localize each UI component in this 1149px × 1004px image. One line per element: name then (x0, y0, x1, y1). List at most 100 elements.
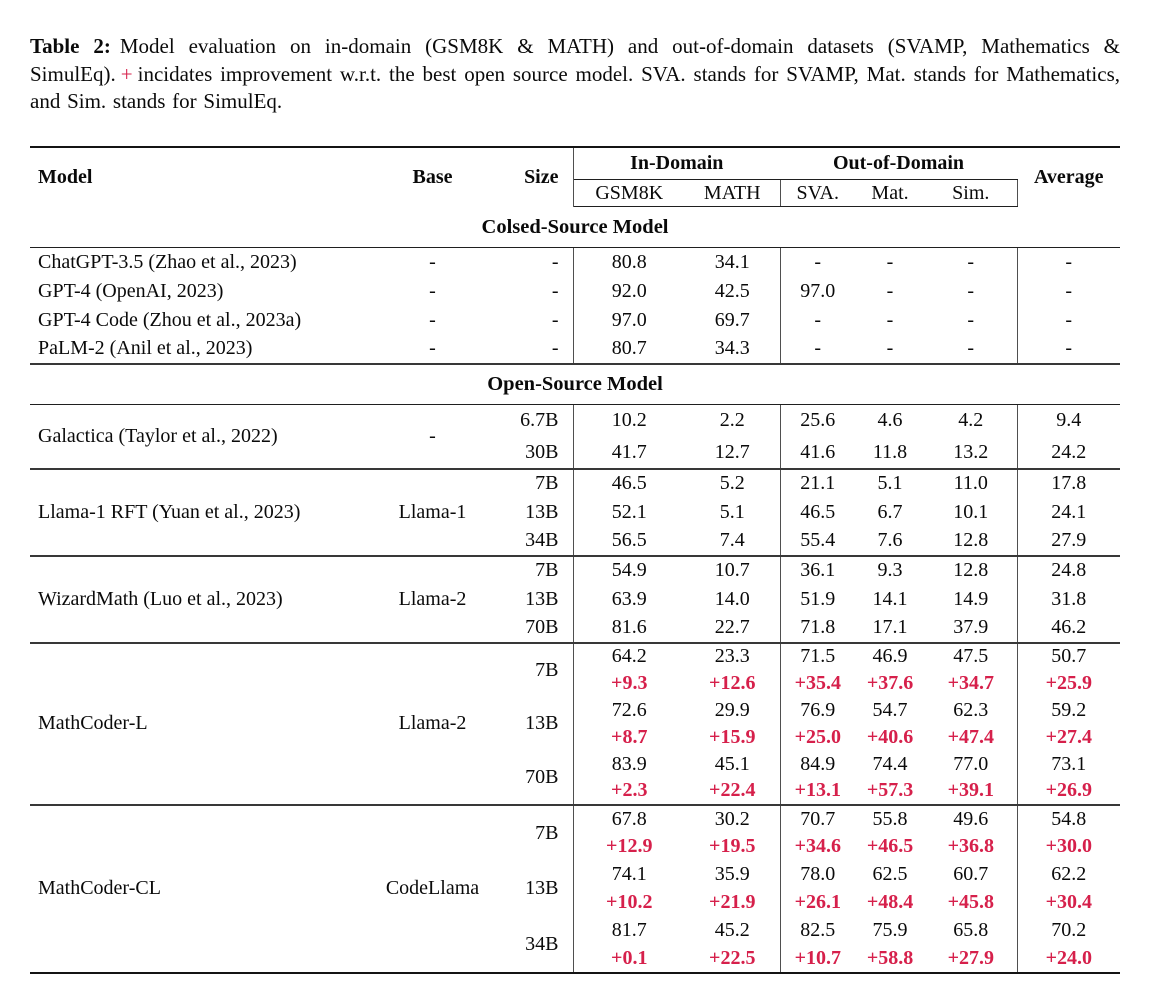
cell-math-improvement: +19.5 (685, 832, 781, 861)
cell-base: Llama-2 (375, 642, 490, 806)
cell-mathematics: 4.6 (877, 409, 903, 432)
cell-mathematics-improvement: +48.4 (866, 891, 914, 913)
cell-average: 50.7 (1051, 645, 1087, 667)
col-header-size: Size (490, 146, 574, 207)
cell-math: 35.9 (685, 860, 781, 889)
cell-size: 34B (490, 916, 574, 973)
cell-gsm8k: 97.0 (611, 308, 647, 331)
cell-math: 10.7 (685, 555, 781, 585)
cell-svamp: 76.9 (800, 698, 836, 721)
cell-gsm8k: 83.9 (611, 752, 647, 775)
cell-size: - (490, 247, 574, 277)
cell-gsm8k: 80.8 (611, 250, 647, 273)
cell-average-improvement: +27.4 (1045, 725, 1092, 748)
cell-simuleq-improvement: +45.8 (925, 888, 1018, 917)
improvement-row: +0.1 +22.5 +10.7 +58.8 +27.9 +24.0 (30, 944, 1120, 973)
col-header-math: MATH (685, 179, 781, 207)
cell-model: GPT-4 (OpenAI, 2023) (38, 279, 224, 302)
cell-size: 7B (490, 804, 574, 861)
cell-average: 59.2 (1051, 698, 1087, 721)
cell-gsm8k: 81.7 (611, 919, 647, 941)
cell-average: 24.1 (1051, 500, 1087, 523)
cell-model: Galactica (Taylor et al., 2022) (30, 404, 375, 470)
table-row: 30B 41.7 12.7 41.6 11.8 13.2 24.2 (30, 436, 1121, 470)
cell-mathematics-improvement: +37.6 (866, 671, 914, 694)
cell-math: 69.7 (685, 305, 781, 335)
cell-svamp: 84.9 (800, 752, 836, 775)
cell-simuleq: 14.9 (925, 584, 1018, 614)
cell-size: - (490, 276, 574, 306)
cell-gsm8k: 92.0 (611, 279, 647, 302)
table-row: 34B 56.5 7.4 55.4 7.6 12.8 27.9 (30, 526, 1121, 557)
cell-math: 45.1 (685, 750, 781, 778)
section-banner-label: Open-Source Model (30, 363, 1121, 405)
cell-math: 14.0 (685, 584, 781, 614)
cell-mathematics-improvement: +46.5 (866, 835, 914, 857)
cell-svamp-improvement: +35.4 (794, 671, 841, 694)
col-header-in-domain: In-Domain (573, 146, 781, 180)
section-banner-open-source: Open-Source Model (30, 363, 1121, 405)
cell-base: Llama-2 (375, 555, 490, 644)
cell-size: - (490, 305, 574, 335)
cell-mathematics: 11.8 (855, 436, 926, 470)
cell-svamp: 21.1 (800, 472, 836, 494)
cell-size: 13B (490, 584, 574, 614)
table-row: 13B 63.9 14.0 51.9 14.1 14.9 31.8 (30, 584, 1120, 614)
table-row: 34B 81.7 45.2 82.5 75.9 65.8 70.2 (30, 916, 1120, 973)
cell-model: MathCoder-CL (38, 877, 161, 899)
cell-simuleq: 12.8 (925, 526, 1018, 557)
cell-size: 6.7B (490, 404, 574, 437)
col-header-model: Model (38, 165, 93, 188)
cell-gsm8k: 63.9 (611, 587, 647, 610)
cell-simuleq: 60.7 (925, 860, 1018, 889)
table-row: 70B 83.9 45.1 84.9 74.4 77.0 73.1 (30, 750, 1120, 806)
cell-simuleq: 62.3 (925, 696, 1018, 724)
cell-mathematics-improvement: +40.6 (866, 725, 914, 748)
table-row: 13B 52.1 5.1 46.5 6.7 10.1 24.1 (30, 497, 1120, 527)
cell-simuleq-improvement: +36.8 (925, 832, 1018, 861)
cell-gsm8k: 46.5 (611, 472, 647, 494)
cell-size: 13B (490, 497, 574, 527)
cell-base: - (375, 334, 490, 365)
cell-size: 7B (490, 642, 574, 697)
cell-math: 29.9 (685, 696, 781, 724)
cell-math: 30.2 (685, 804, 781, 833)
cell-average: - (1065, 279, 1073, 302)
cell-mathematics: - (886, 250, 894, 273)
cell-simuleq-improvement: +34.7 (925, 669, 1018, 697)
cell-math: 42.5 (685, 276, 781, 306)
cell-base: CodeLlama (385, 877, 480, 899)
cell-mathematics: 17.1 (855, 613, 926, 644)
cell-average: 24.8 (1051, 559, 1087, 581)
improvement-row: +2.3 +22.4 +13.1 +57.3 +39.1 +26.9 (30, 777, 1121, 806)
cell-average: 17.8 (1051, 472, 1087, 494)
cell-math: 7.4 (685, 526, 781, 557)
col-header-gsm8k: GSM8K (573, 179, 685, 207)
improvement-row: +9.3 +12.6 +35.4 +37.6 +34.7 +25.9 (30, 669, 1120, 697)
cell-average-improvement: +24.0 (1045, 946, 1092, 969)
cell-math: 34.3 (685, 334, 781, 365)
cell-base: - (429, 279, 436, 302)
header-row-groups: Model Base Size In-Domain Out-of-Domain … (30, 146, 1120, 207)
cell-average-improvement: +25.9 (1045, 671, 1092, 694)
cell-simuleq-improvement: +27.9 (925, 944, 1018, 973)
cell-mathematics: - (886, 308, 894, 331)
cell-average: - (1065, 250, 1073, 273)
cell-simuleq: 4.2 (925, 404, 1018, 437)
cell-svamp: 78.0 (800, 863, 836, 885)
cell-size: 70B (490, 613, 574, 644)
cell-mathematics: 62.5 (872, 863, 908, 885)
cell-mathematics-improvement: +57.3 (855, 777, 926, 806)
cell-gsm8k: 74.1 (611, 863, 647, 885)
cell-gsm8k-improvement: +2.3 (573, 777, 685, 806)
cell-mathematics: - (855, 334, 926, 365)
cell-average: 9.4 (1056, 409, 1082, 432)
cell-math-improvement: +15.9 (685, 723, 781, 751)
cell-svamp: - (814, 308, 822, 331)
cell-gsm8k: 41.7 (573, 436, 685, 470)
cell-svamp: 51.9 (800, 587, 836, 610)
cell-average: 27.9 (1017, 526, 1121, 557)
cell-simuleq-improvement: +39.1 (925, 777, 1018, 806)
cell-average: 70.2 (1051, 919, 1087, 941)
cell-model: GPT-4 Code (Zhou et al., 2023a) (38, 308, 302, 331)
